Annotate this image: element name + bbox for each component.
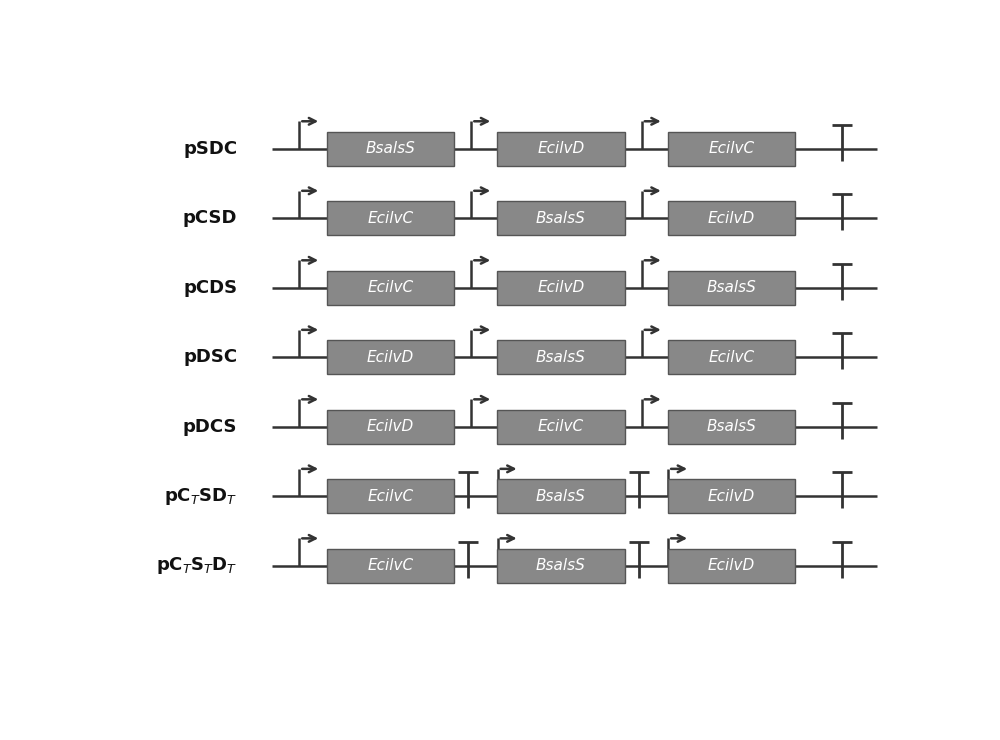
Text: pC$_T$SD$_T$: pC$_T$SD$_T$ <box>164 485 237 507</box>
Text: BsalsS: BsalsS <box>536 211 586 226</box>
Text: EcilvC: EcilvC <box>367 280 414 295</box>
Text: BsalsS: BsalsS <box>536 350 586 365</box>
Text: BsalsS: BsalsS <box>366 141 415 156</box>
Bar <box>497 132 625 166</box>
Text: EcilvD: EcilvD <box>708 211 755 226</box>
Text: EcilvC: EcilvC <box>708 350 755 365</box>
Bar <box>326 479 454 514</box>
Text: pDSC: pDSC <box>183 349 237 366</box>
Bar <box>497 271 625 305</box>
Bar <box>668 410 795 444</box>
Bar <box>668 340 795 374</box>
Bar <box>668 201 795 235</box>
Text: EcilvC: EcilvC <box>367 558 414 574</box>
Text: pC$_T$S$_T$D$_T$: pC$_T$S$_T$D$_T$ <box>156 555 237 576</box>
Text: BsalsS: BsalsS <box>707 280 756 295</box>
Text: EcilvC: EcilvC <box>538 419 584 434</box>
Text: BsalsS: BsalsS <box>536 558 586 574</box>
Bar <box>497 410 625 444</box>
Bar <box>668 548 795 583</box>
Bar <box>668 271 795 305</box>
Bar <box>497 340 625 374</box>
Text: BsalsS: BsalsS <box>707 419 756 434</box>
Text: EcilvD: EcilvD <box>708 558 755 574</box>
Bar <box>326 201 454 235</box>
Bar <box>326 410 454 444</box>
Bar <box>326 340 454 374</box>
Text: pSDC: pSDC <box>183 140 237 158</box>
Text: EcilvD: EcilvD <box>367 419 414 434</box>
Bar <box>497 548 625 583</box>
Text: EcilvD: EcilvD <box>708 488 755 504</box>
Text: pCSD: pCSD <box>183 209 237 227</box>
Bar <box>326 548 454 583</box>
Bar <box>497 479 625 514</box>
Text: pDCS: pDCS <box>183 417 237 436</box>
Bar <box>326 132 454 166</box>
Bar <box>668 479 795 514</box>
Text: EcilvD: EcilvD <box>537 280 585 295</box>
Text: BsalsS: BsalsS <box>536 488 586 504</box>
Text: EcilvD: EcilvD <box>367 350 414 365</box>
Text: EcilvC: EcilvC <box>708 141 755 156</box>
Text: EcilvC: EcilvC <box>367 488 414 504</box>
Bar <box>326 271 454 305</box>
Bar <box>497 201 625 235</box>
Text: EcilvD: EcilvD <box>537 141 585 156</box>
Text: EcilvC: EcilvC <box>367 211 414 226</box>
Text: pCDS: pCDS <box>183 279 237 297</box>
Bar <box>668 132 795 166</box>
